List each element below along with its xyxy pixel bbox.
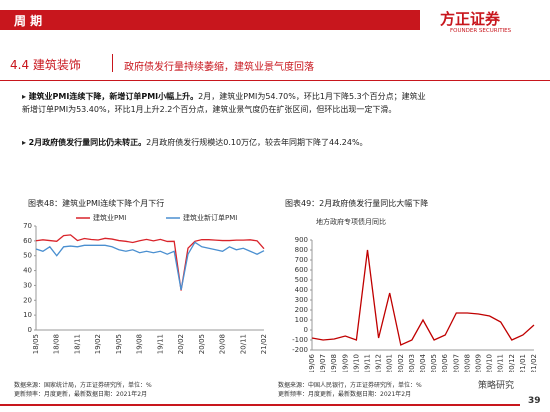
source-line: 更新频率：月度更新，最新数据日期：2021年2月: [14, 391, 148, 398]
x-tick-label: 18/11: [73, 334, 81, 354]
x-tick-label: 20/08: [219, 334, 227, 354]
legend-label: 建筑业PMI: [93, 213, 126, 222]
x-tick-label: 20/05: [430, 354, 438, 372]
x-tick-label: 20/02: [177, 334, 185, 354]
y-tick-label: 50: [23, 252, 32, 260]
x-tick-label: 19/06: [308, 353, 316, 372]
logo-english: FOUNDER SECURITIES: [450, 28, 512, 34]
x-tick-label: 20/05: [198, 334, 206, 354]
y-tick-label: 600: [295, 266, 308, 274]
chart-title: 图表49：2月政府债发行量同比大幅下降: [285, 199, 429, 208]
source-line: 更新频率：月度更新，最新数据日期：2021年2月: [278, 391, 412, 398]
bullet-bold: 2月政府债发行量同比仍未转正。: [28, 138, 147, 147]
chart: -200 -100 0 100 200 300 400 500 600 700 800 900 19/0…: [292, 217, 538, 372]
title-subtitle: 政府债发行量持续萎缩，建筑业景气度回落: [124, 62, 314, 73]
title-divider: [112, 54, 113, 72]
x-tick-label: 20/11: [239, 334, 247, 354]
header-bar: [0, 10, 420, 30]
y-tick-label: -100: [292, 336, 308, 344]
x-tick-label: 19/11: [364, 354, 372, 372]
x-tick-label: 19/09: [341, 354, 349, 372]
y-tick-label: 700: [295, 256, 308, 264]
bullet-text: 2月，建筑业PMI为54.70%，环比1月下降5.3个百分点；建筑业新增订单PM…: [22, 92, 426, 114]
x-tick-label: 20/02: [397, 354, 405, 372]
x-tick-label: 19/11: [156, 334, 164, 354]
y-tick-label: 500: [295, 276, 308, 284]
x-tick-label: 19/02: [94, 334, 102, 354]
section-label: 周 期: [14, 14, 43, 28]
logo-name: 方正证券: [440, 10, 501, 28]
y-tick-label: 0: [28, 326, 32, 334]
y-tick-label: -200: [292, 346, 308, 354]
x-tick-label: 20/12: [508, 354, 516, 372]
x-tick-label: 19/07: [319, 354, 327, 372]
y-tick-label: 100: [295, 316, 308, 324]
y-tick-label: 60: [23, 237, 32, 245]
bullet-bold: 建筑业PMI连续下降，新增订单PMI小幅上升。: [28, 92, 199, 101]
x-tick-label: 20/09: [475, 354, 483, 372]
y-tick-label: 30: [23, 281, 32, 289]
x-tick-label: 20/08: [463, 354, 471, 372]
x-tick-label: 18/05: [32, 334, 40, 354]
chart-title: 图表48：建筑业PMI连续下降个月下行: [28, 199, 165, 208]
x-tick-label: 20/04: [419, 353, 427, 372]
x-tick-label: 21/02: [260, 334, 268, 354]
y-tick-label: 0: [304, 326, 308, 334]
x-tick-label: 20/03: [408, 354, 416, 372]
chart: 0 10 20 30 40 50 60 70 18/05 18/08 18/11 19/02 19/05…: [23, 213, 268, 354]
x-tick-label: 20/07: [452, 354, 460, 372]
bullet: ▸ 2月政府债发行量同比仍未转正。2月政府债发行规模达0.10万亿，较去年同期下…: [22, 138, 368, 147]
x-tick-label: 19/05: [115, 334, 123, 354]
series-line: [35, 234, 265, 291]
x-tick-label: 19/08: [330, 354, 338, 372]
legend-label: 建筑业新订单PMI: [183, 213, 237, 222]
x-tick-label: 21/02: [530, 354, 538, 372]
footer-rule: [0, 404, 520, 406]
page-number: 39: [528, 396, 541, 406]
title-rule: [0, 80, 550, 81]
y-tick-label: 20: [23, 296, 32, 304]
x-tick-label: 18/08: [53, 334, 61, 354]
x-tick-label: 19/12: [375, 354, 383, 372]
x-tick-label: 20/06: [441, 353, 449, 372]
x-tick-label: 20/01: [386, 354, 394, 372]
y-tick-label: 800: [295, 246, 308, 254]
y-tick-label: 70: [23, 222, 32, 230]
x-tick-label: 20/11: [497, 354, 505, 372]
bullet: ▸ 建筑业PMI连续下降，新增订单PMI小幅上升。2月，建筑业PMI为54.70…: [22, 92, 426, 114]
y-tick-label: 300: [295, 296, 308, 304]
series-line: [311, 249, 535, 346]
y-tick-label: 900: [295, 236, 308, 244]
x-tick-label: 19/08: [136, 334, 144, 354]
series-line: [35, 241, 265, 291]
y-tick-label: 200: [295, 306, 308, 314]
legend-label: 地方政府专项债月同比: [316, 217, 386, 226]
x-tick-label: 21/01: [519, 354, 527, 372]
y-tick-label: 400: [295, 286, 308, 294]
y-tick-label: 40: [23, 267, 32, 275]
watermark: 策略研究: [478, 381, 515, 391]
x-tick-label: 19/10: [352, 354, 360, 372]
source: 数据来源：中国人民银行，方正证券研究所，单位：% 更新频率：月度更新，最新数据日期…: [278, 381, 422, 399]
y-tick-label: 10: [23, 311, 32, 319]
bullet-text: 2月政府债发行规模达0.10万亿，较去年同期下降了44.24%。: [146, 138, 368, 147]
x-tick-label: 20/10: [486, 354, 494, 372]
source-line: 数据来源：国家统计局，方正证券研究所，单位：%: [14, 382, 152, 389]
title-section: 4.4 建筑装饰: [10, 58, 81, 72]
source-line: 数据来源：中国人民银行，方正证券研究所，单位：%: [278, 382, 422, 389]
source: 数据来源：国家统计局，方正证券研究所，单位：% 更新频率：月度更新，最新数据日期：…: [14, 381, 152, 399]
